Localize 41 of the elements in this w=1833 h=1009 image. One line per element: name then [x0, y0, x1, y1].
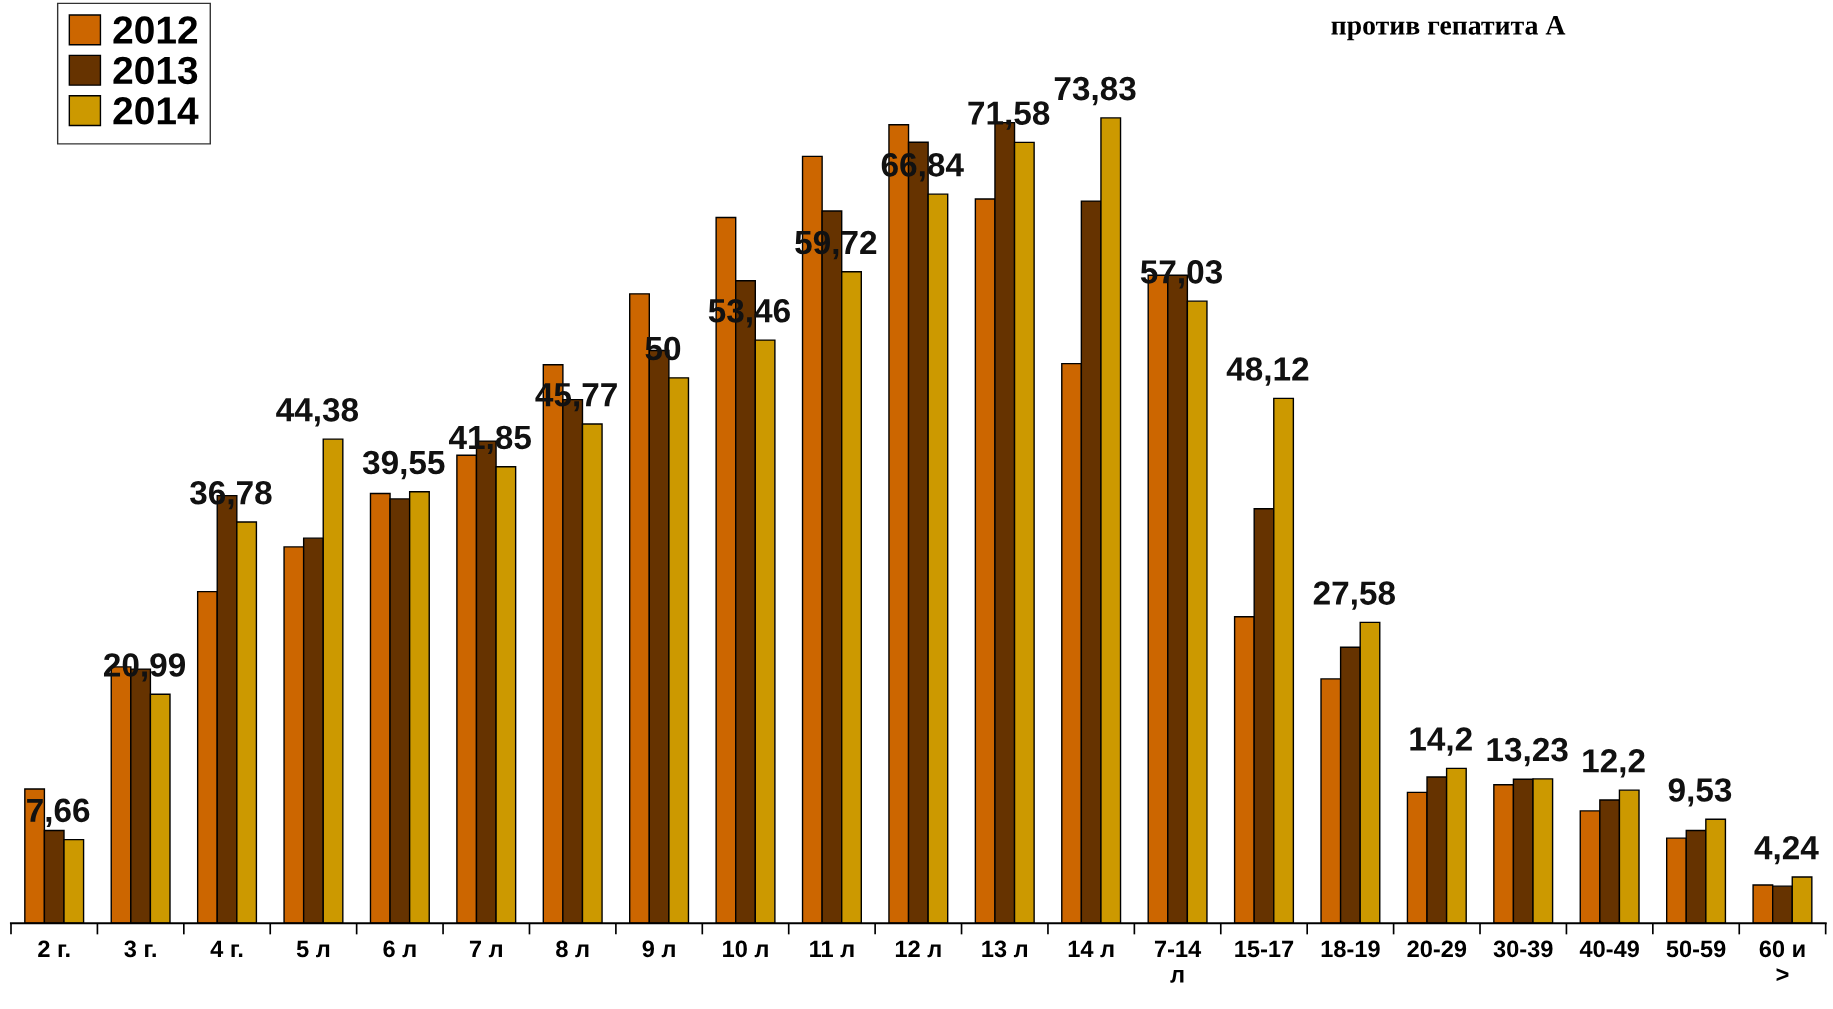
x-tick-label: 3 г.	[124, 940, 156, 958]
data-label: 9,53	[1668, 778, 1732, 807]
x-tick-label: 6 л	[383, 940, 416, 958]
chart-title: против гепатита А	[1331, 16, 1566, 41]
x-tick-label: 15-17	[1235, 940, 1294, 958]
x-tick-label: 13 л	[982, 940, 1028, 958]
x-tick-label: 4 г.	[210, 940, 243, 958]
x-tick-label: 7 л	[469, 940, 502, 958]
x-tick-label: 10 л	[723, 940, 768, 958]
x-tick-label: 12 л	[895, 940, 941, 958]
x-tick-label: 2 г.	[38, 940, 70, 958]
data-label: 48,12	[1226, 357, 1309, 386]
data-label: 44,38	[276, 398, 359, 427]
data-label: 12,2	[1583, 749, 1645, 778]
x-tick-label: 50-59	[1666, 940, 1726, 958]
x-tick-label: 18-19	[1321, 940, 1380, 958]
x-tick-label: 7-14 л	[1154, 940, 1202, 983]
x-tick-label: 60 и >	[1759, 940, 1805, 981]
data-label: 13,23	[1487, 737, 1568, 767]
data-label: 53,46	[708, 298, 790, 328]
data-label: 71,58	[968, 101, 1050, 130]
data-label: 57,03	[1140, 260, 1222, 289]
x-tick-label: 9 л	[642, 940, 675, 958]
x-tick-label: 30-39	[1493, 940, 1553, 958]
data-label: 14,2	[1410, 727, 1472, 756]
data-label: 36,78	[190, 480, 272, 510]
data-label: 41,85	[448, 425, 531, 455]
x-tick-label: 11 л	[810, 940, 854, 958]
data-label: 4,24	[1754, 835, 1819, 865]
data-label: 20,99	[103, 653, 186, 682]
data-label: 73,83	[1054, 76, 1136, 106]
x-tick-label: 8 л	[556, 940, 589, 958]
data-label: 39,55	[362, 450, 445, 480]
legend-label: 2013	[113, 56, 198, 85]
legend-label: 2014	[113, 97, 199, 125]
x-tick-label: 20-29	[1407, 940, 1467, 958]
x-tick-label: 5 л	[296, 940, 330, 958]
x-tick-label: 40-49	[1579, 940, 1639, 958]
data-label: 27,58	[1313, 581, 1395, 610]
x-tick-label: 14 л	[1068, 940, 1114, 958]
legend-label: 2012	[113, 16, 198, 44]
